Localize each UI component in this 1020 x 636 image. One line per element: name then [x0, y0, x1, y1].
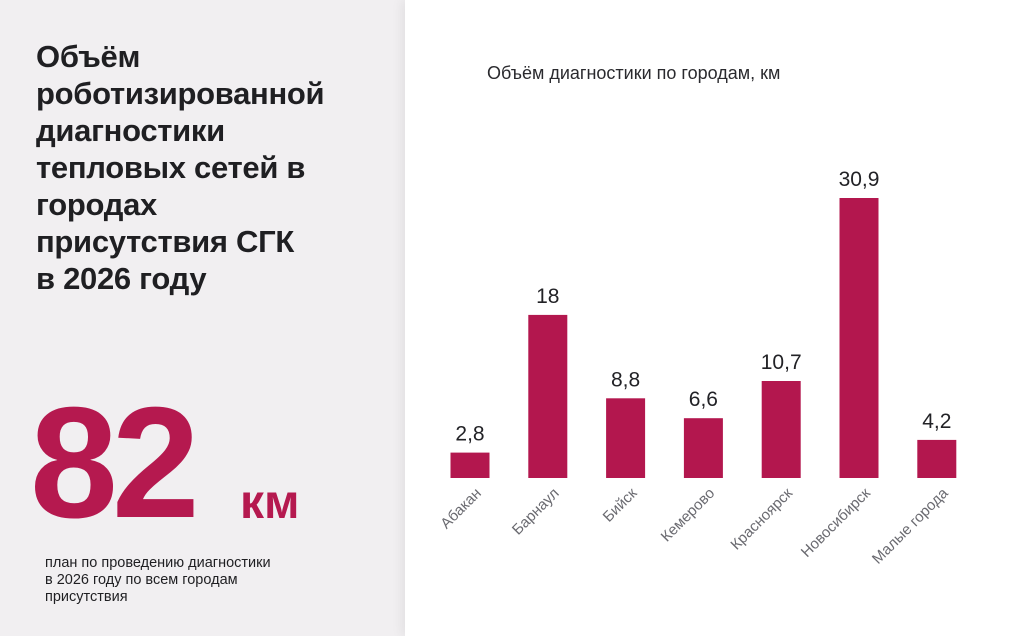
title-line: присутствия СГК: [36, 224, 294, 259]
chart-panel: [405, 0, 1020, 636]
plan-line: присутствия: [45, 589, 128, 605]
category-tick-label: Барнаул: [509, 485, 563, 539]
chart-title: Объём диагностики по городам, км: [487, 63, 781, 83]
title-line: роботизированной: [36, 76, 325, 111]
bar: [761, 381, 801, 478]
total-unit: км: [240, 476, 300, 529]
bar-value-label: 30,9: [839, 168, 880, 191]
bar: [606, 398, 646, 478]
bar-value-label: 2,8: [455, 423, 484, 446]
bar: [683, 418, 723, 478]
category-tick-label: Абакан: [437, 485, 484, 532]
category-tick-label: Бийск: [600, 485, 641, 526]
page-title: Объём роботизированной диагностики тепло…: [36, 38, 376, 297]
bar: [917, 439, 957, 478]
plan-line: в 2026 году по всем городам: [45, 572, 238, 588]
bar: [450, 452, 490, 478]
bar-value-label: 4,2: [922, 410, 951, 433]
title-line: тепловых сетей в: [36, 150, 306, 185]
title-line: городах: [36, 187, 157, 222]
bar-value-label: 6,6: [689, 388, 718, 411]
left-panel: Объём роботизированной диагностики тепло…: [0, 0, 405, 636]
bar: [528, 314, 568, 478]
bar-value-label: 10,7: [761, 351, 802, 374]
title-line: диагностики: [36, 113, 225, 148]
title-line: Объём: [36, 39, 141, 74]
category-tick-label: Кемерово: [658, 485, 719, 546]
bar-value-label: 8,8: [611, 368, 640, 391]
bar-value-label: 18: [536, 285, 559, 308]
title-line: в 2026 году: [36, 261, 207, 296]
category-tick-label: Новосибирск: [798, 485, 874, 561]
total-value: 82: [30, 375, 200, 551]
plan-description: план по проведению диагностики в 2026 го…: [45, 555, 375, 606]
bar-chart: 2,8 Абакан 18 Барнаул 8,8 Бийск 6,6 Кемерово 10,…: [437, 168, 957, 568]
category-tick-label: Красноярск: [727, 484, 796, 553]
plan-line: план по проведению диагностики: [45, 555, 271, 571]
category-tick-label: Малые города: [869, 484, 952, 567]
bar: [839, 198, 879, 478]
